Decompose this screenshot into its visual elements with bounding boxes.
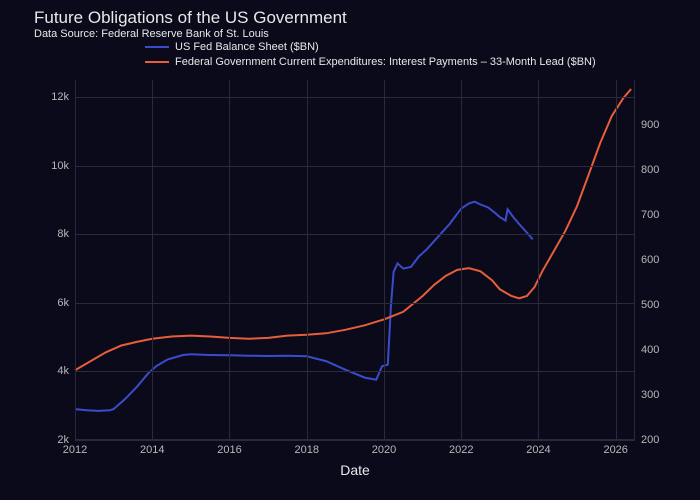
chart-lines	[75, 80, 635, 440]
gridline-v	[384, 80, 385, 440]
y-right-tick-label: 300	[635, 389, 659, 401]
legend-swatch-0	[145, 46, 169, 48]
y-left-tick-label: 4k	[57, 365, 75, 377]
gridline-h	[75, 371, 635, 372]
y-left-tick-label: 10k	[51, 160, 75, 172]
x-tick-label: 2014	[140, 440, 164, 456]
x-tick-label: 2022	[449, 440, 473, 456]
y-right-tick-label: 600	[635, 254, 659, 266]
x-tick-label: 2024	[526, 440, 550, 456]
gridline-v	[616, 80, 617, 440]
y-left-tick-label: 12k	[51, 91, 75, 103]
x-tick-label: 2026	[603, 440, 627, 456]
gridline-v	[75, 80, 76, 440]
x-tick-label: 2020	[372, 440, 396, 456]
gridline-v	[461, 80, 462, 440]
y-right-tick-label: 900	[635, 119, 659, 131]
y-right-tick-label: 400	[635, 344, 659, 356]
y-right-tick-label: 800	[635, 164, 659, 176]
gridline-v	[229, 80, 230, 440]
legend-row-0: US Fed Balance Sheet ($BN)	[145, 41, 319, 53]
chart-title: Future Obligations of the US Government	[34, 8, 347, 28]
legend-swatch-1	[145, 61, 169, 63]
y-right-tick-label: 700	[635, 209, 659, 221]
x-axis-title: Date	[340, 462, 370, 478]
legend-row-1: Federal Government Current Expenditures:…	[145, 56, 596, 68]
chart-subtitle: Data Source: Federal Reserve Bank of St.…	[34, 28, 269, 40]
y-right-tick-label: 500	[635, 299, 659, 311]
legend-label-1: Federal Government Current Expenditures:…	[175, 56, 596, 68]
gridline-h	[75, 97, 635, 98]
x-tick-label: 2016	[217, 440, 241, 456]
legend-label-0: US Fed Balance Sheet ($BN)	[175, 41, 319, 53]
y-left-tick-label: 8k	[57, 228, 75, 240]
plot-area: 2k4k6k8k10k12k20030040050060070080090020…	[75, 80, 635, 440]
x-tick-label: 2012	[63, 440, 87, 456]
y-left-tick-label: 6k	[57, 297, 75, 309]
gridline-v	[307, 80, 308, 440]
gridline-v	[538, 80, 539, 440]
gridline-h	[75, 234, 635, 235]
series-interest_payments	[75, 89, 631, 370]
x-tick-label: 2018	[294, 440, 318, 456]
gridline-h	[75, 166, 635, 167]
gridline-v	[152, 80, 153, 440]
series-fed_balance	[75, 202, 533, 411]
chart-container: Future Obligations of the US Government …	[0, 0, 700, 500]
gridline-h	[75, 303, 635, 304]
y-right-tick-label: 200	[635, 434, 659, 446]
